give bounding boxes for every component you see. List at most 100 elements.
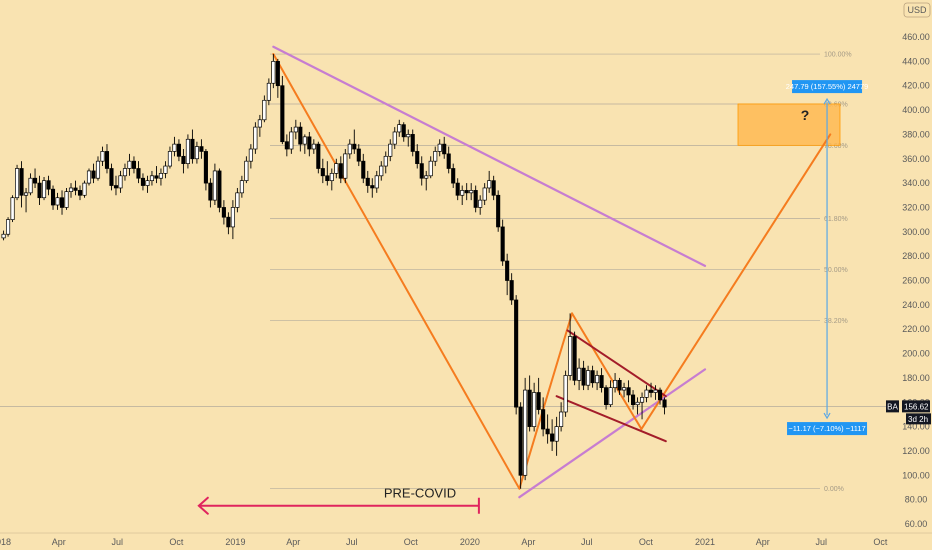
- candle: [338, 156, 343, 184]
- measure-bottom-box: [787, 422, 868, 436]
- candle: [464, 183, 469, 201]
- candle-body-down: [73, 187, 78, 191]
- candle-body-up: [343, 153, 348, 179]
- candle: [86, 168, 92, 186]
- candle: [145, 175, 150, 193]
- x-tick-label: 2020: [460, 537, 480, 547]
- y-tick-label: 340.00: [902, 178, 930, 188]
- candle: [127, 153, 132, 176]
- candle: [631, 390, 636, 410]
- candle-body-up: [41, 180, 47, 199]
- candle-body-down: [284, 141, 289, 150]
- candle: [541, 397, 546, 437]
- candle: [478, 195, 483, 215]
- candle: [91, 163, 96, 184]
- candle-body-down: [455, 182, 460, 196]
- candle-body-down: [226, 216, 231, 228]
- candle: [595, 370, 600, 391]
- candle: [415, 144, 420, 169]
- candle: [455, 178, 460, 201]
- y-tick-label: 360.00: [902, 154, 930, 164]
- target-zone[interactable]: [737, 103, 841, 146]
- y-tick-label: 300.00: [902, 227, 930, 237]
- candle-body-up: [424, 175, 429, 179]
- candle: [599, 368, 604, 393]
- candle: [320, 158, 325, 184]
- candle-body-down: [401, 124, 406, 138]
- candle: [608, 380, 613, 408]
- candle: [406, 129, 411, 147]
- candle-body-down: [136, 168, 141, 179]
- candle: [230, 200, 235, 240]
- candle: [50, 185, 56, 210]
- x-tick-label: 2021: [695, 537, 715, 547]
- candle-body-up: [127, 160, 132, 169]
- candle-body-up: [406, 134, 411, 138]
- x-tick-label: Apr: [52, 537, 66, 547]
- candle-body-down: [77, 190, 83, 196]
- question-mark-annotation: ?: [801, 107, 810, 123]
- candle: [635, 397, 640, 415]
- candle: [590, 365, 595, 388]
- candle-body-up: [253, 126, 258, 150]
- candle-body-down: [181, 155, 186, 164]
- pre-covid-label: PRE-COVID: [384, 486, 456, 501]
- x-tick-label: Jul: [346, 537, 358, 547]
- candle: [163, 161, 168, 179]
- currency-badge[interactable]: [903, 2, 931, 18]
- candle: [568, 313, 573, 381]
- candle-body-down: [338, 163, 343, 179]
- candle-body-down: [275, 60, 280, 87]
- candle: [419, 156, 424, 186]
- candle-body-down: [203, 151, 208, 184]
- x-tick-label: Jul: [581, 537, 593, 547]
- candle-body-down: [415, 151, 420, 164]
- candle: [505, 253, 510, 296]
- candle: [203, 149, 208, 191]
- candle: [298, 122, 303, 152]
- candle-body-down: [518, 406, 523, 476]
- candle: [100, 146, 105, 167]
- measure-arrow-head-down: [823, 412, 831, 420]
- price-axis[interactable]: [899, 0, 932, 532]
- candle: [46, 175, 51, 196]
- candle: [343, 149, 348, 184]
- candle-body-down: [599, 375, 604, 388]
- candle-body-up: [293, 126, 298, 133]
- candle-body-up: [24, 192, 29, 196]
- candle: [604, 385, 609, 410]
- candle: [613, 373, 618, 393]
- time-axis[interactable]: [0, 533, 932, 550]
- candle-body-down: [410, 134, 415, 152]
- candle: [550, 419, 555, 451]
- candle-body-up: [392, 131, 397, 145]
- candle: [176, 139, 181, 162]
- candle-body-down: [572, 336, 577, 381]
- candle-body-up: [185, 138, 190, 164]
- candle-body-up: [374, 175, 379, 189]
- candle: [271, 54, 276, 89]
- candle-body-down: [541, 409, 546, 430]
- y-tick-label: 320.00: [902, 202, 930, 212]
- candle: [73, 180, 78, 196]
- measure-arrow-head-up: [823, 97, 831, 105]
- candle-body-down: [500, 226, 505, 262]
- candle-body-up: [478, 199, 483, 208]
- candle: [347, 139, 352, 159]
- candle-body-up: [248, 148, 253, 162]
- y-tick-label: 120.00: [902, 446, 930, 456]
- measure-top-box: [792, 80, 863, 94]
- candle-body-up: [15, 168, 20, 199]
- candle: [113, 175, 119, 196]
- x-tick-label: Oct: [639, 537, 654, 547]
- candle-body-down: [446, 153, 451, 169]
- x-tick-label: Apr: [756, 537, 770, 547]
- candle-body-down: [464, 190, 469, 194]
- swing-line: [571, 312, 643, 431]
- candle-body-down: [617, 379, 622, 391]
- candle-body-down: [46, 180, 51, 190]
- candle-body-up: [145, 180, 150, 186]
- candle-body-up: [653, 389, 658, 393]
- candle-body-down: [590, 370, 595, 384]
